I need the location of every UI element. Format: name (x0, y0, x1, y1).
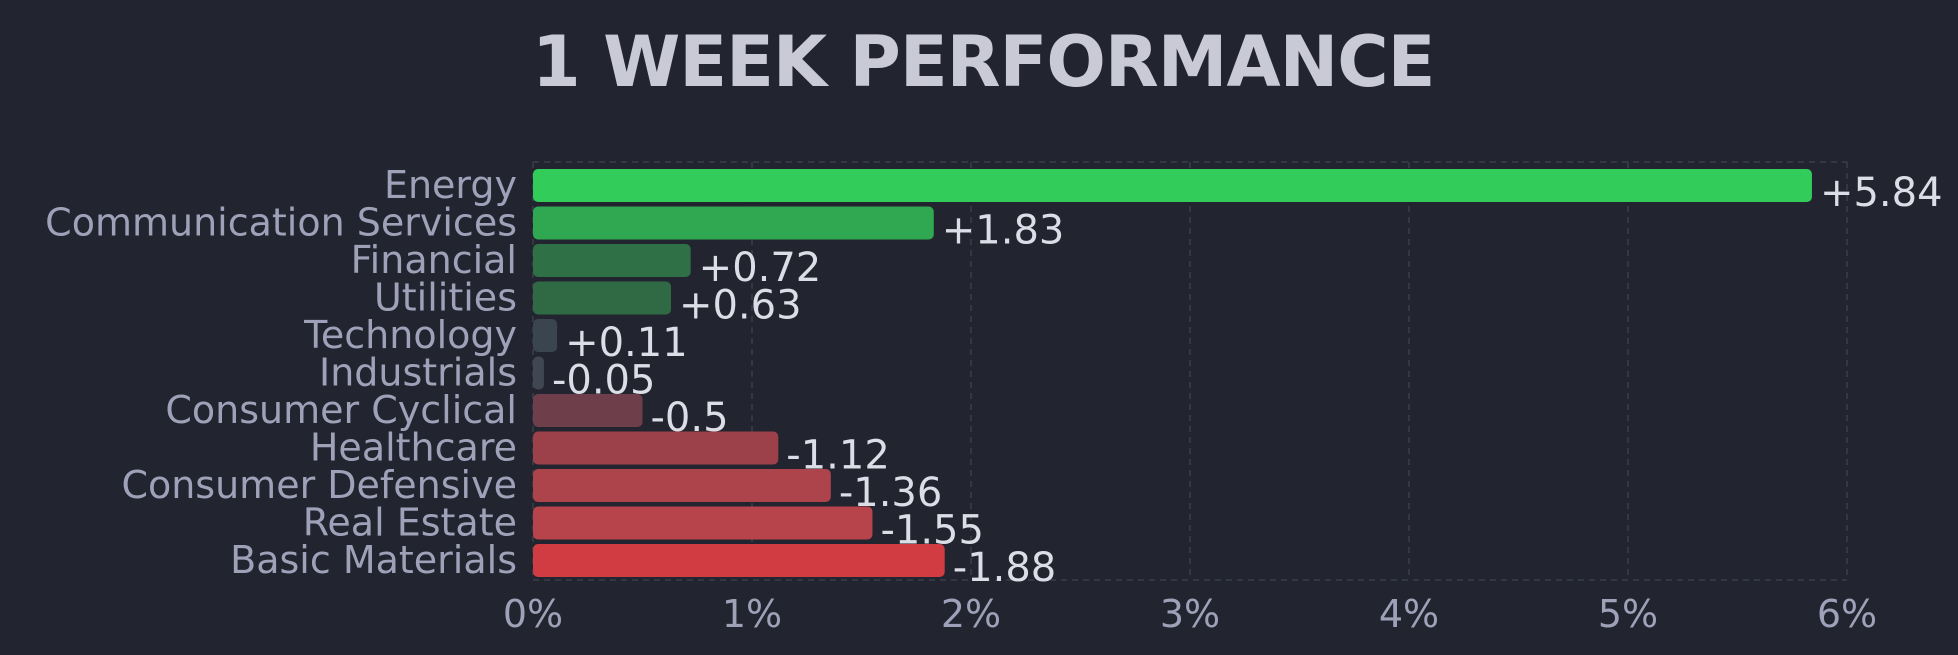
chart-title: 1 WEEK PERFORMANCE (532, 21, 1434, 103)
category-label: Real Estate (303, 501, 517, 545)
value-label: -1.55 (880, 508, 984, 554)
category-label: Technology (303, 313, 517, 357)
x-tick-label: 4% (1379, 592, 1439, 636)
x-axis-ticks: 0% 1% 2% 3% 4% 5% 6% (503, 592, 1877, 636)
category-label: Financial (351, 238, 517, 282)
value-label: -1.12 (786, 433, 890, 479)
value-label: -0.05 (552, 358, 656, 404)
category-label: Industrials (319, 351, 517, 395)
bar (533, 244, 691, 277)
bar (533, 206, 934, 240)
value-label: +0.72 (699, 245, 822, 291)
x-tick-label: 1% (722, 592, 782, 636)
bar (533, 544, 945, 577)
value-label: +1.83 (942, 208, 1065, 254)
x-tick-label: 3% (1160, 592, 1220, 636)
category-label: Consumer Cyclical (165, 388, 517, 432)
bar (533, 506, 873, 540)
x-tick-label: 2% (941, 592, 1001, 636)
bars (533, 169, 1812, 577)
bar (533, 281, 671, 315)
x-tick-label: 6% (1817, 592, 1877, 636)
value-label: +0.63 (679, 283, 802, 329)
bar (533, 431, 779, 465)
value-label: +0.11 (565, 320, 688, 366)
category-label: Basic Materials (230, 538, 517, 582)
category-label: Communication Services (45, 201, 517, 245)
category-label: Healthcare (310, 426, 517, 470)
category-label: Consumer Defensive (121, 463, 517, 507)
bar (533, 169, 1812, 202)
x-tick-label: 0% (503, 592, 563, 636)
category-label: Utilities (374, 276, 517, 320)
bar (533, 394, 643, 427)
value-label: -0.5 (651, 395, 729, 441)
category-label: Energy (384, 163, 517, 207)
bar (533, 356, 544, 390)
x-tick-label: 5% (1598, 592, 1658, 636)
value-label: -1.88 (953, 545, 1057, 591)
bar (533, 469, 831, 502)
value-labels: +5.84+1.83+0.72+0.63+0.11-0.05-0.5-1.12-… (552, 170, 1943, 591)
value-label: +5.84 (1820, 170, 1943, 216)
value-label: -1.36 (839, 470, 943, 516)
bar (533, 319, 558, 352)
